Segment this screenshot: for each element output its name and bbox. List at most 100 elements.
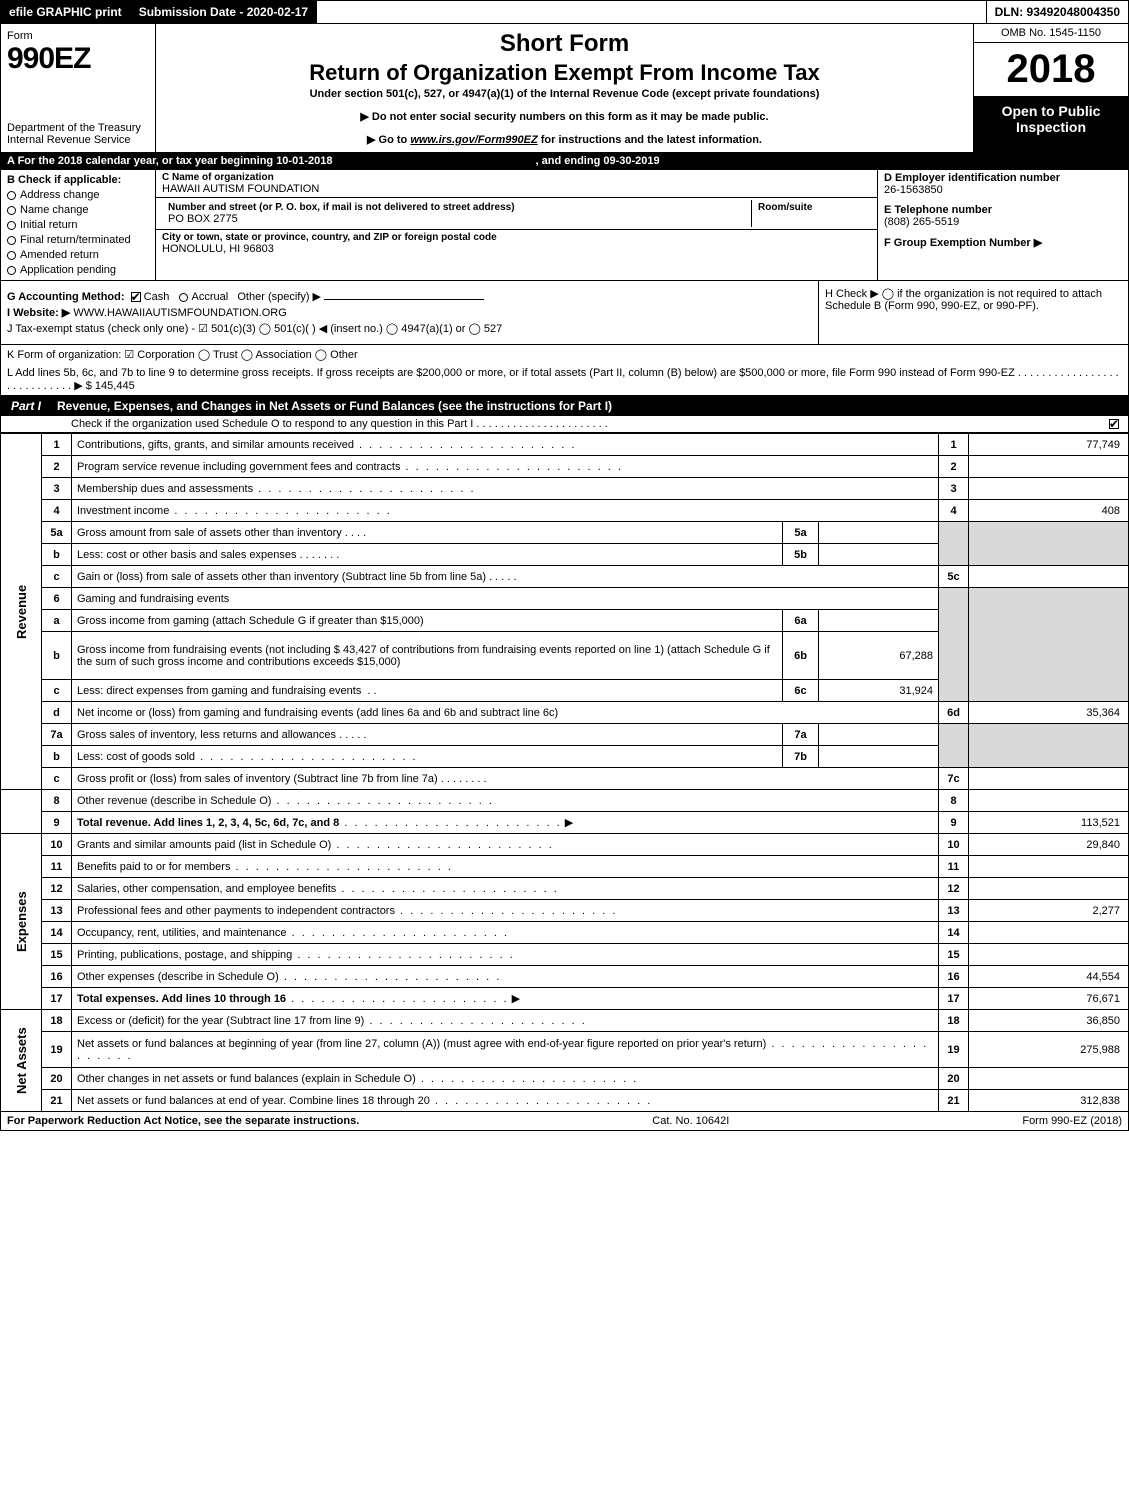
- tel-value: (808) 265-5519: [884, 216, 1122, 228]
- form-header: Form 990EZ Department of the Treasury In…: [0, 24, 1129, 153]
- row-3-amt: [969, 478, 1129, 500]
- row-5c-amt: [969, 566, 1129, 588]
- row-17-amt: 76,671: [969, 988, 1129, 1010]
- row-16-desc: Other expenses (describe in Schedule O): [72, 966, 939, 988]
- ghij-block: G Accounting Method: Cash Accrual Other …: [0, 281, 1129, 345]
- line-g: G Accounting Method: Cash Accrual Other …: [7, 290, 812, 303]
- tax-year: 2018: [974, 43, 1128, 97]
- row-14-amt: [969, 922, 1129, 944]
- row-6d-line: 6d: [939, 702, 969, 724]
- row-4-desc: Investment income: [72, 500, 939, 522]
- box-c: C Name of organization HAWAII AUTISM FOU…: [156, 170, 878, 280]
- row-5a-desc: Gross amount from sale of assets other t…: [72, 522, 783, 544]
- opt-final-return[interactable]: Final return/terminated: [7, 234, 149, 246]
- line-k: K Form of organization: ☑ Corporation ◯ …: [0, 345, 1129, 364]
- row-19-line: 19: [939, 1032, 969, 1068]
- box-b: B Check if applicable: Address change Na…: [1, 170, 156, 280]
- row-21-amt: 312,838: [969, 1090, 1129, 1112]
- row-6-num: 6: [42, 588, 72, 610]
- row-20-line: 20: [939, 1068, 969, 1090]
- part-i-header: Part I Revenue, Expenses, and Changes in…: [0, 396, 1129, 416]
- line-i: I Website: ▶ WWW.HAWAIIAUTISMFOUNDATION.…: [7, 306, 812, 319]
- open-to-public: Open to Public Inspection: [974, 97, 1128, 152]
- note2-post: for instructions and the latest informat…: [538, 134, 762, 146]
- side-rev-cont: [1, 790, 42, 834]
- row-8-line: 8: [939, 790, 969, 812]
- row-6b-sub: 6b: [783, 632, 819, 680]
- website-value[interactable]: WWW.HAWAIIAUTISMFOUNDATION.ORG: [73, 307, 286, 319]
- line-l: L Add lines 5b, 6c, and 7b to line 9 to …: [0, 364, 1129, 396]
- row-2-amt: [969, 456, 1129, 478]
- side-expenses: Expenses: [1, 834, 42, 1010]
- page-footer: For Paperwork Reduction Act Notice, see …: [0, 1112, 1129, 1131]
- row-11-amt: [969, 856, 1129, 878]
- opt-initial-return[interactable]: Initial return: [7, 219, 149, 231]
- shade-7: [939, 724, 969, 768]
- period-text: A For the 2018 calendar year, or tax yea…: [1, 153, 1128, 169]
- subtitle: Under section 501(c), 527, or 4947(a)(1)…: [166, 88, 963, 100]
- irs-link[interactable]: www.irs.gov/Form990EZ: [410, 134, 537, 146]
- row-17-num: 17: [42, 988, 72, 1010]
- row-12-num: 12: [42, 878, 72, 900]
- opt-name-change[interactable]: Name change: [7, 204, 149, 216]
- row-5c-desc: Gain or (loss) from sale of assets other…: [72, 566, 939, 588]
- tel-label: E Telephone number: [884, 204, 1122, 216]
- chk-accrual[interactable]: [179, 293, 188, 302]
- part-i-subtext: Check if the organization used Schedule …: [71, 418, 608, 430]
- department: Department of the Treasury Internal Reve…: [7, 122, 149, 146]
- shade-6-amt: [969, 588, 1129, 702]
- row-13-num: 13: [42, 900, 72, 922]
- header-right: OMB No. 1545-1150 2018 Open to Public In…: [973, 24, 1128, 152]
- row-10-line: 10: [939, 834, 969, 856]
- row-9-amt: 113,521: [969, 812, 1129, 834]
- row-5b-desc: Less: cost or other basis and sales expe…: [72, 544, 783, 566]
- row-9-line: 9: [939, 812, 969, 834]
- period-end: , and ending 09-30-2019: [536, 155, 660, 167]
- row-6-desc: Gaming and fundraising events: [72, 588, 939, 610]
- row-2-line: 2: [939, 456, 969, 478]
- row-12-amt: [969, 878, 1129, 900]
- row-7b-num: b: [42, 746, 72, 768]
- side-revenue: Revenue: [1, 434, 42, 790]
- shade-6: [939, 588, 969, 702]
- chk-cash[interactable]: [131, 292, 141, 302]
- row-19-num: 19: [42, 1032, 72, 1068]
- row-14-desc: Occupancy, rent, utilities, and maintena…: [72, 922, 939, 944]
- row-20-num: 20: [42, 1068, 72, 1090]
- row-2-num: 2: [42, 456, 72, 478]
- efile-label: efile GRAPHIC print: [1, 1, 131, 23]
- row-21-line: 21: [939, 1090, 969, 1112]
- row-7b-subamt: [819, 746, 939, 768]
- row-6a-num: a: [42, 610, 72, 632]
- part-i-sub: Check if the organization used Schedule …: [0, 416, 1129, 433]
- shade-7-amt: [969, 724, 1129, 768]
- row-7a-sub: 7a: [783, 724, 819, 746]
- row-6b-subamt: 67,288: [819, 632, 939, 680]
- row-8-num: 8: [42, 790, 72, 812]
- row-18-desc: Excess or (deficit) for the year (Subtra…: [72, 1010, 939, 1032]
- ein-label: D Employer identification number: [884, 172, 1122, 184]
- row-6b-desc: Gross income from fundraising events (no…: [72, 632, 783, 680]
- period-begin: A For the 2018 calendar year, or tax yea…: [7, 155, 332, 167]
- part-i-label: Part I: [1, 396, 51, 416]
- row-16-num: 16: [42, 966, 72, 988]
- row-4-line: 4: [939, 500, 969, 522]
- row-7a-num: 7a: [42, 724, 72, 746]
- row-15-line: 15: [939, 944, 969, 966]
- note-link: ▶ Go to www.irs.gov/Form990EZ for instru…: [166, 133, 963, 146]
- part-i-schedule-o-check[interactable]: [1109, 419, 1119, 429]
- org-name-label: C Name of organization: [162, 172, 871, 183]
- opt-amended-return[interactable]: Amended return: [7, 249, 149, 261]
- row-6b-num: b: [42, 632, 72, 680]
- row-3-desc: Membership dues and assessments: [72, 478, 939, 500]
- opt-application-pending[interactable]: Application pending: [7, 264, 149, 276]
- row-6a-subamt: [819, 610, 939, 632]
- short-form-title: Short Form: [166, 30, 963, 58]
- row-18-line: 18: [939, 1010, 969, 1032]
- row-5b-subamt: [819, 544, 939, 566]
- row-5a-subamt: [819, 522, 939, 544]
- group-exemption-label: F Group Exemption Number ▶: [884, 236, 1122, 249]
- footer-center: Cat. No. 10642I: [359, 1115, 1022, 1127]
- opt-address-change[interactable]: Address change: [7, 189, 149, 201]
- row-10-desc: Grants and similar amounts paid (list in…: [72, 834, 939, 856]
